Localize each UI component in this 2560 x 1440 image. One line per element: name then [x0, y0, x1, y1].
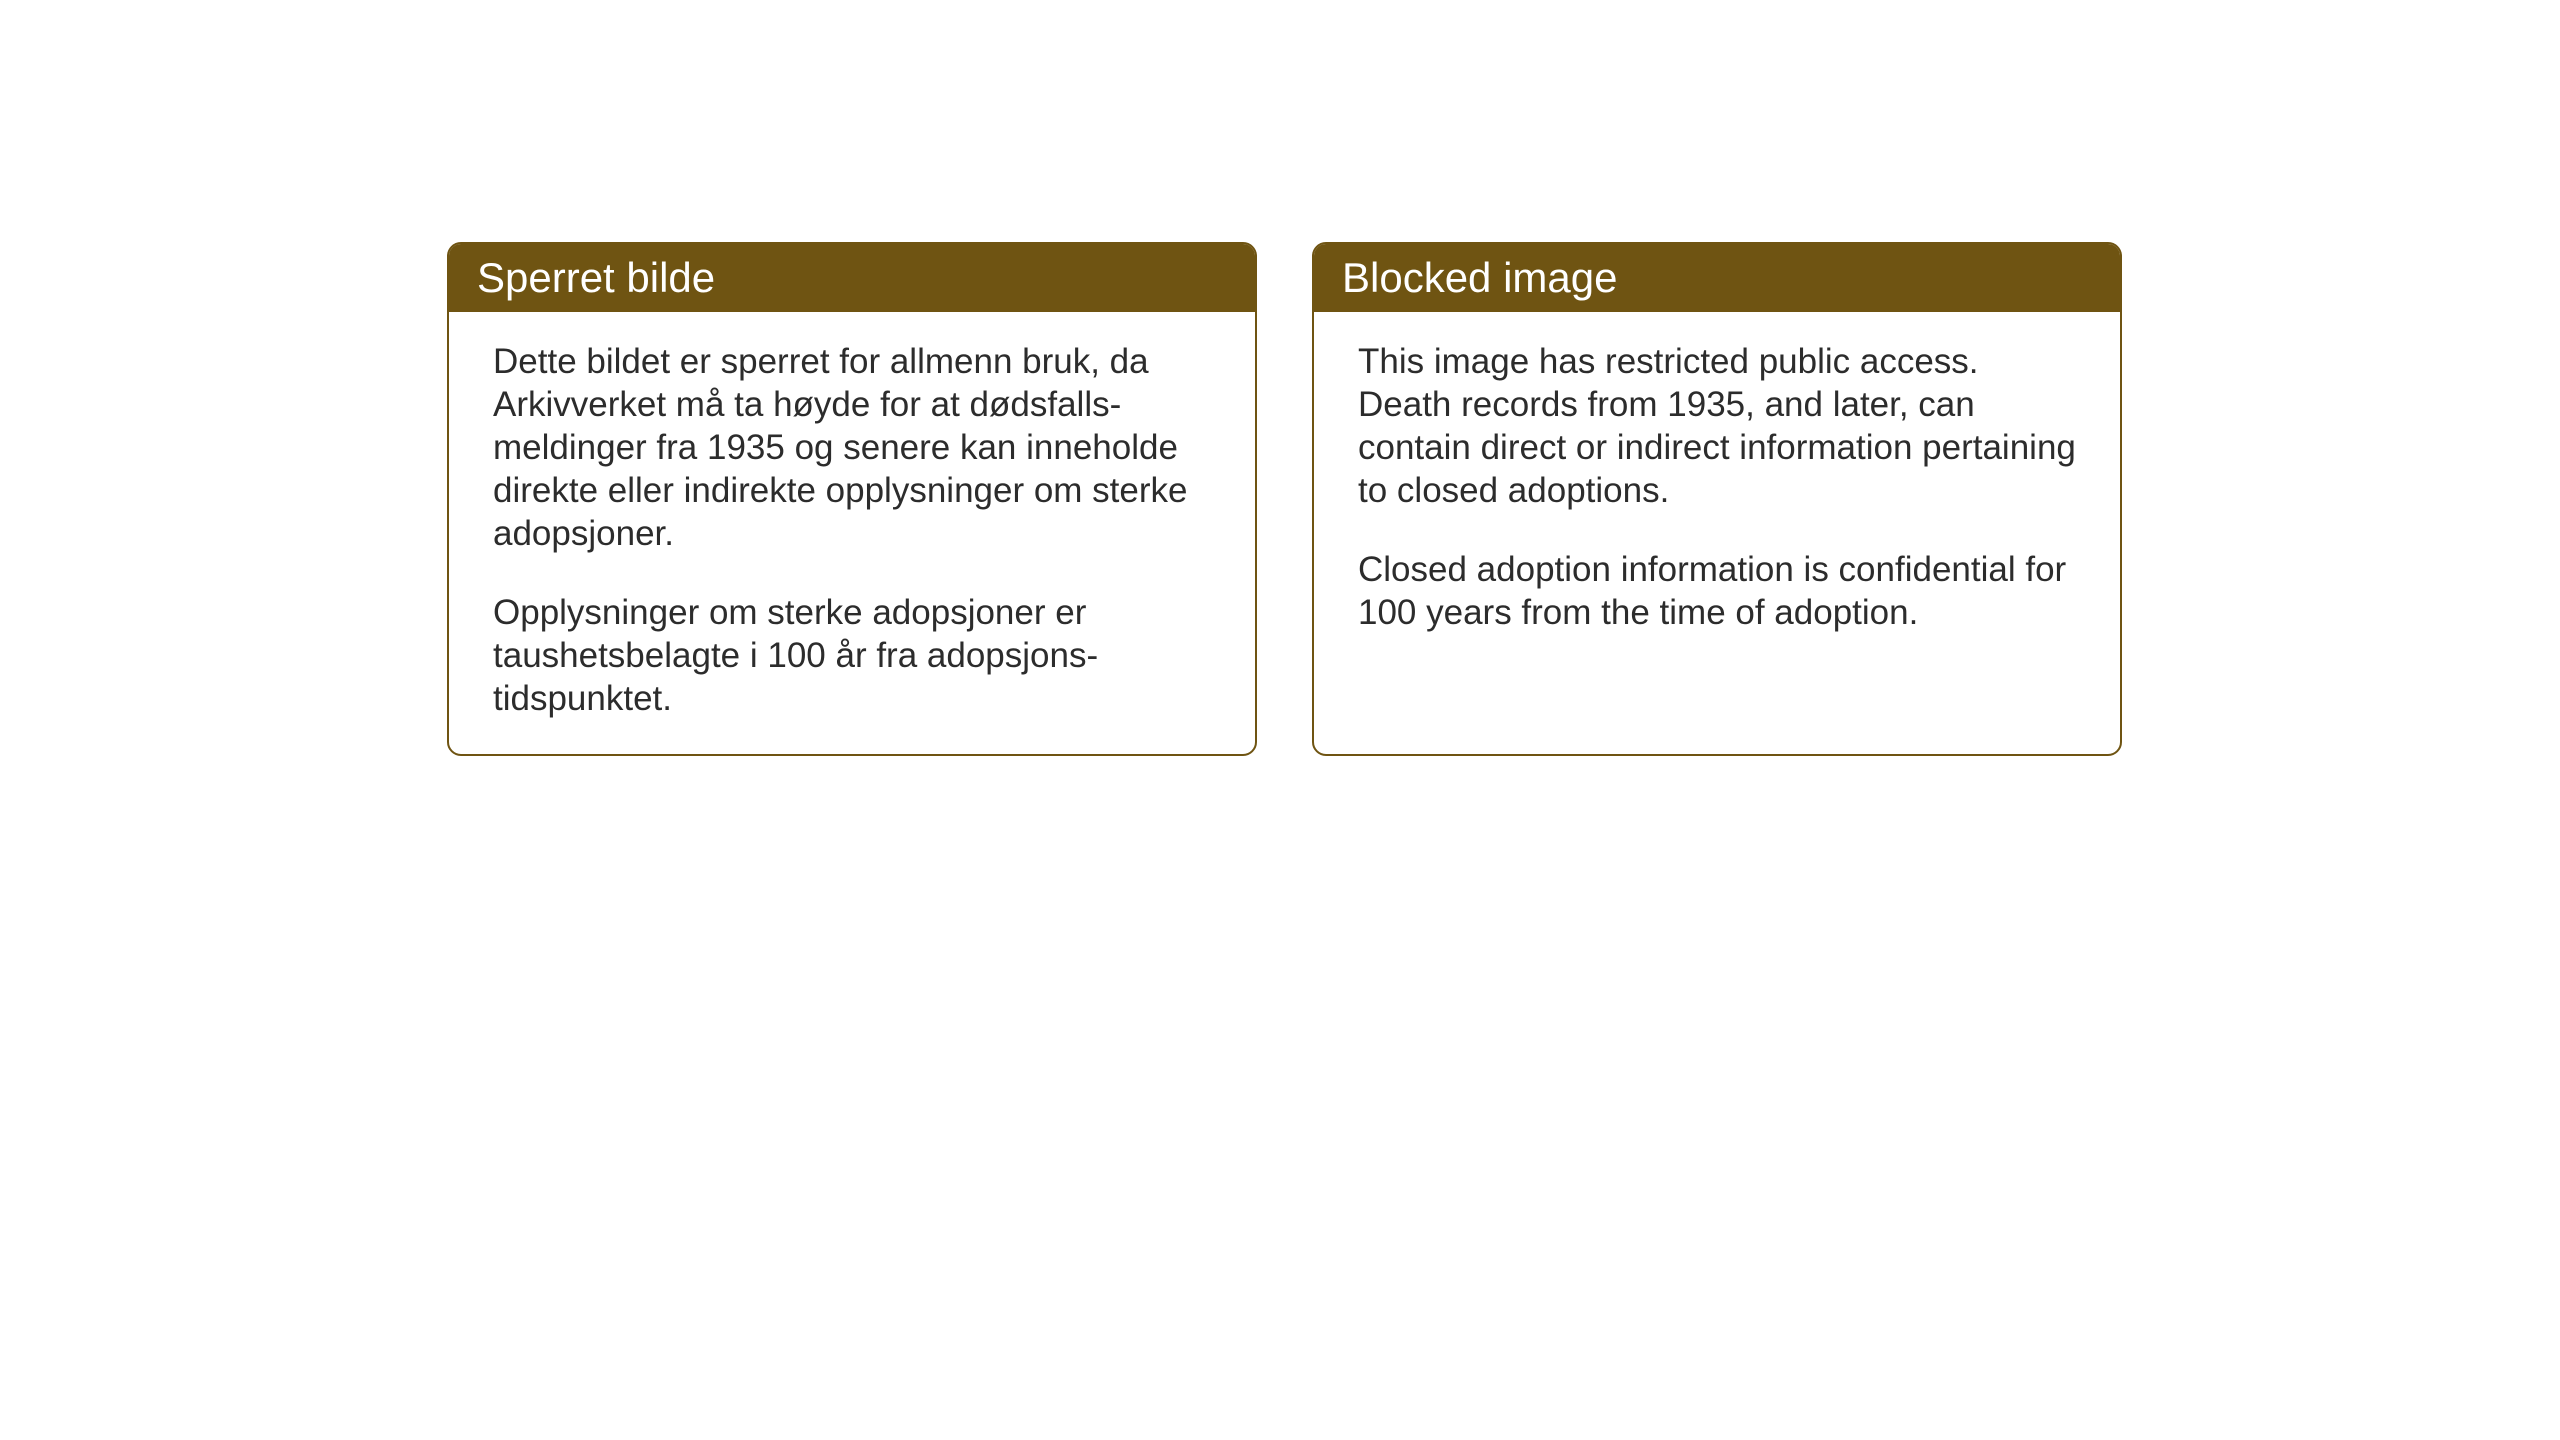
english-notice-card: Blocked image This image has restricted … [1312, 242, 2122, 756]
cards-container: Sperret bilde Dette bildet er sperret fo… [447, 242, 2122, 756]
english-paragraph-2: Closed adoption information is confident… [1358, 548, 2076, 634]
norwegian-paragraph-1: Dette bildet er sperret for allmenn bruk… [493, 340, 1211, 555]
norwegian-notice-card: Sperret bilde Dette bildet er sperret fo… [447, 242, 1257, 756]
english-paragraph-1: This image has restricted public access.… [1358, 340, 2076, 512]
norwegian-card-title: Sperret bilde [449, 244, 1255, 312]
norwegian-paragraph-2: Opplysninger om sterke adopsjoner er tau… [493, 591, 1211, 720]
english-card-title: Blocked image [1314, 244, 2120, 312]
norwegian-card-body: Dette bildet er sperret for allmenn bruk… [449, 312, 1255, 754]
english-card-body: This image has restricted public access.… [1314, 312, 2120, 716]
